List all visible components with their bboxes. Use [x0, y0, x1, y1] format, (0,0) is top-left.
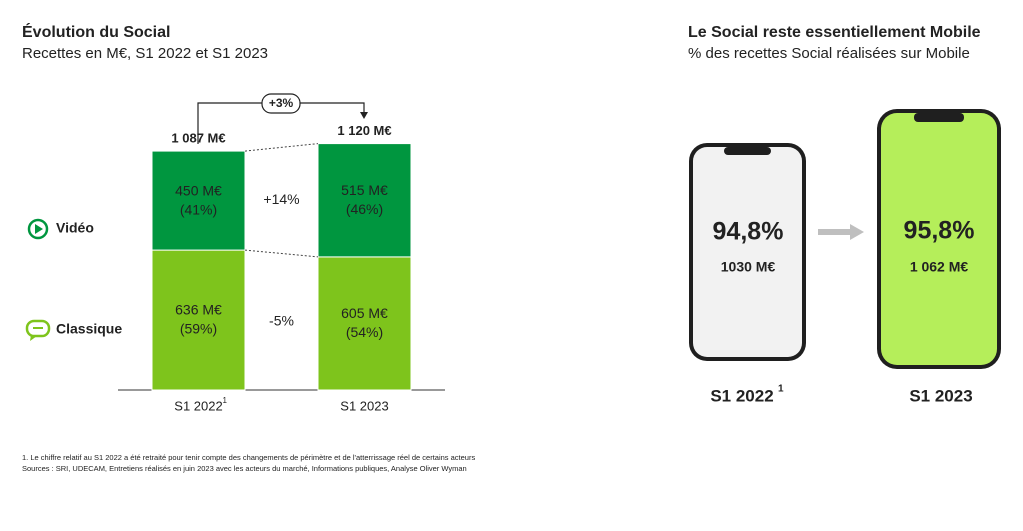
connector [244, 143, 319, 152]
superscript: 1 [223, 396, 228, 405]
footnote: 1. Le chiffre relatif au S1 2022 a été r… [22, 453, 475, 462]
bar-segment [317, 143, 412, 258]
video-icon [27, 218, 49, 240]
share-label: (59%) [180, 321, 217, 337]
superscript: 1 [778, 384, 784, 395]
growth-badge [261, 93, 301, 114]
value-label: 515 M€ [341, 182, 388, 198]
phone-screen [881, 113, 997, 365]
chart-subtitle: Recettes en M€, S1 2022 et S1 2023 [22, 45, 268, 62]
phone-amount: 1 062 M€ [910, 259, 969, 275]
bar-segment [151, 249, 246, 391]
phone-notch [914, 113, 964, 122]
panel-subtitle: % des recettes Social réalisées sur Mobi… [688, 45, 970, 62]
phone-notch [724, 147, 771, 155]
connector [244, 249, 319, 258]
legend-label: Vidéo [56, 220, 94, 236]
share-label: (41%) [180, 201, 217, 217]
phone-share: 94,8% [713, 218, 784, 246]
series-growth: +14% [263, 191, 299, 207]
x-tick-label: S1 2023 [340, 398, 388, 413]
total-label: 1 087 M€ [171, 130, 225, 145]
bar-segment [317, 256, 412, 391]
arrow-head [360, 112, 368, 119]
share-label: (54%) [346, 324, 383, 340]
total-label: 1 120 M€ [337, 123, 391, 138]
footnote: Sources : SRI, UDECAM, Entretiens réalis… [22, 464, 467, 473]
bar-segment [151, 150, 246, 251]
value-label: 636 M€ [175, 302, 222, 318]
phone-amount: 1030 M€ [721, 259, 776, 275]
panel-title: Le Social reste essentiellement Mobile [688, 24, 981, 41]
arrow-head [850, 224, 864, 240]
value-label: 605 M€ [341, 305, 388, 321]
value-label: 450 M€ [175, 182, 222, 198]
legend-label: Classique [56, 321, 122, 337]
phone-label: S1 2022 [710, 386, 773, 405]
phone-label: S1 2023 [909, 386, 972, 405]
phone-share: 95,8% [904, 217, 975, 245]
total-growth: +3% [269, 96, 294, 110]
chart-title: Évolution du Social [22, 22, 170, 41]
phone-screen [693, 147, 802, 357]
classic-icon [25, 319, 51, 341]
x-tick-label: S1 2022 [174, 398, 222, 413]
share-label: (46%) [346, 201, 383, 217]
series-growth: -5% [269, 312, 294, 328]
